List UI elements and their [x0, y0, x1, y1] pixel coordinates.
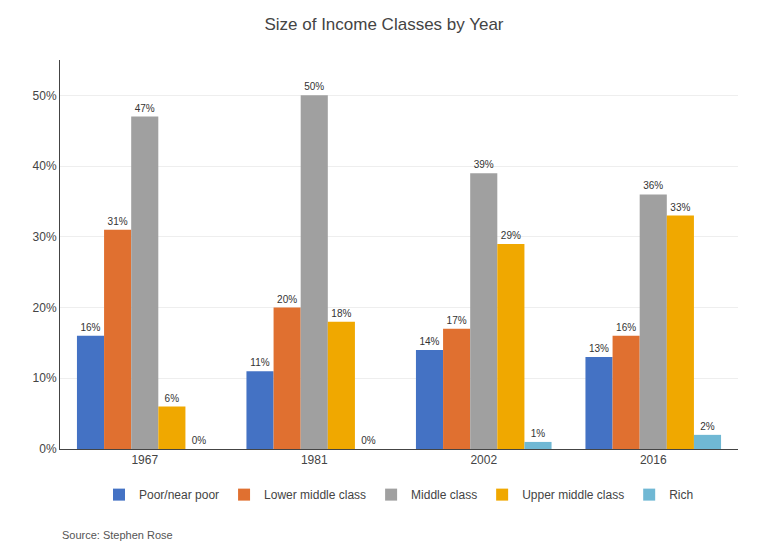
svg-text:Size of Income Classes by Year: Size of Income Classes by Year [264, 15, 503, 34]
svg-text:Source: Stephen Rose: Source: Stephen Rose [62, 529, 173, 541]
svg-text:1981: 1981 [301, 453, 328, 467]
svg-text:39%: 39% [474, 159, 494, 170]
svg-text:2002: 2002 [470, 453, 497, 467]
svg-text:10%: 10% [33, 371, 57, 385]
svg-text:31%: 31% [108, 216, 128, 227]
svg-text:50%: 50% [33, 89, 57, 103]
svg-text:0%: 0% [39, 442, 57, 456]
svg-text:30%: 30% [33, 230, 57, 244]
svg-text:1%: 1% [531, 428, 546, 439]
svg-text:Poor/near poor: Poor/near poor [139, 488, 219, 502]
svg-text:17%: 17% [447, 315, 467, 326]
svg-text:2%: 2% [700, 421, 715, 432]
svg-text:Lower middle class: Lower middle class [264, 488, 366, 502]
svg-text:1967: 1967 [131, 453, 158, 467]
svg-text:40%: 40% [33, 159, 57, 173]
svg-text:16%: 16% [616, 322, 636, 333]
svg-text:47%: 47% [135, 103, 155, 114]
svg-text:33%: 33% [670, 202, 690, 213]
svg-text:20%: 20% [33, 301, 57, 315]
svg-text:Rich: Rich [669, 488, 693, 502]
svg-text:13%: 13% [589, 343, 609, 354]
svg-text:Middle class: Middle class [411, 488, 477, 502]
svg-text:16%: 16% [80, 322, 100, 333]
svg-text:20%: 20% [277, 294, 297, 305]
svg-text:36%: 36% [643, 180, 663, 191]
svg-text:2016: 2016 [640, 453, 667, 467]
svg-text:11%: 11% [250, 357, 269, 368]
svg-text:14%: 14% [419, 336, 439, 347]
svg-text:0%: 0% [192, 435, 207, 446]
svg-text:50%: 50% [304, 81, 324, 92]
svg-text:6%: 6% [165, 393, 180, 404]
svg-text:Upper middle class: Upper middle class [522, 488, 624, 502]
svg-text:18%: 18% [331, 308, 351, 319]
svg-text:0%: 0% [361, 435, 376, 446]
svg-text:29%: 29% [501, 230, 521, 241]
